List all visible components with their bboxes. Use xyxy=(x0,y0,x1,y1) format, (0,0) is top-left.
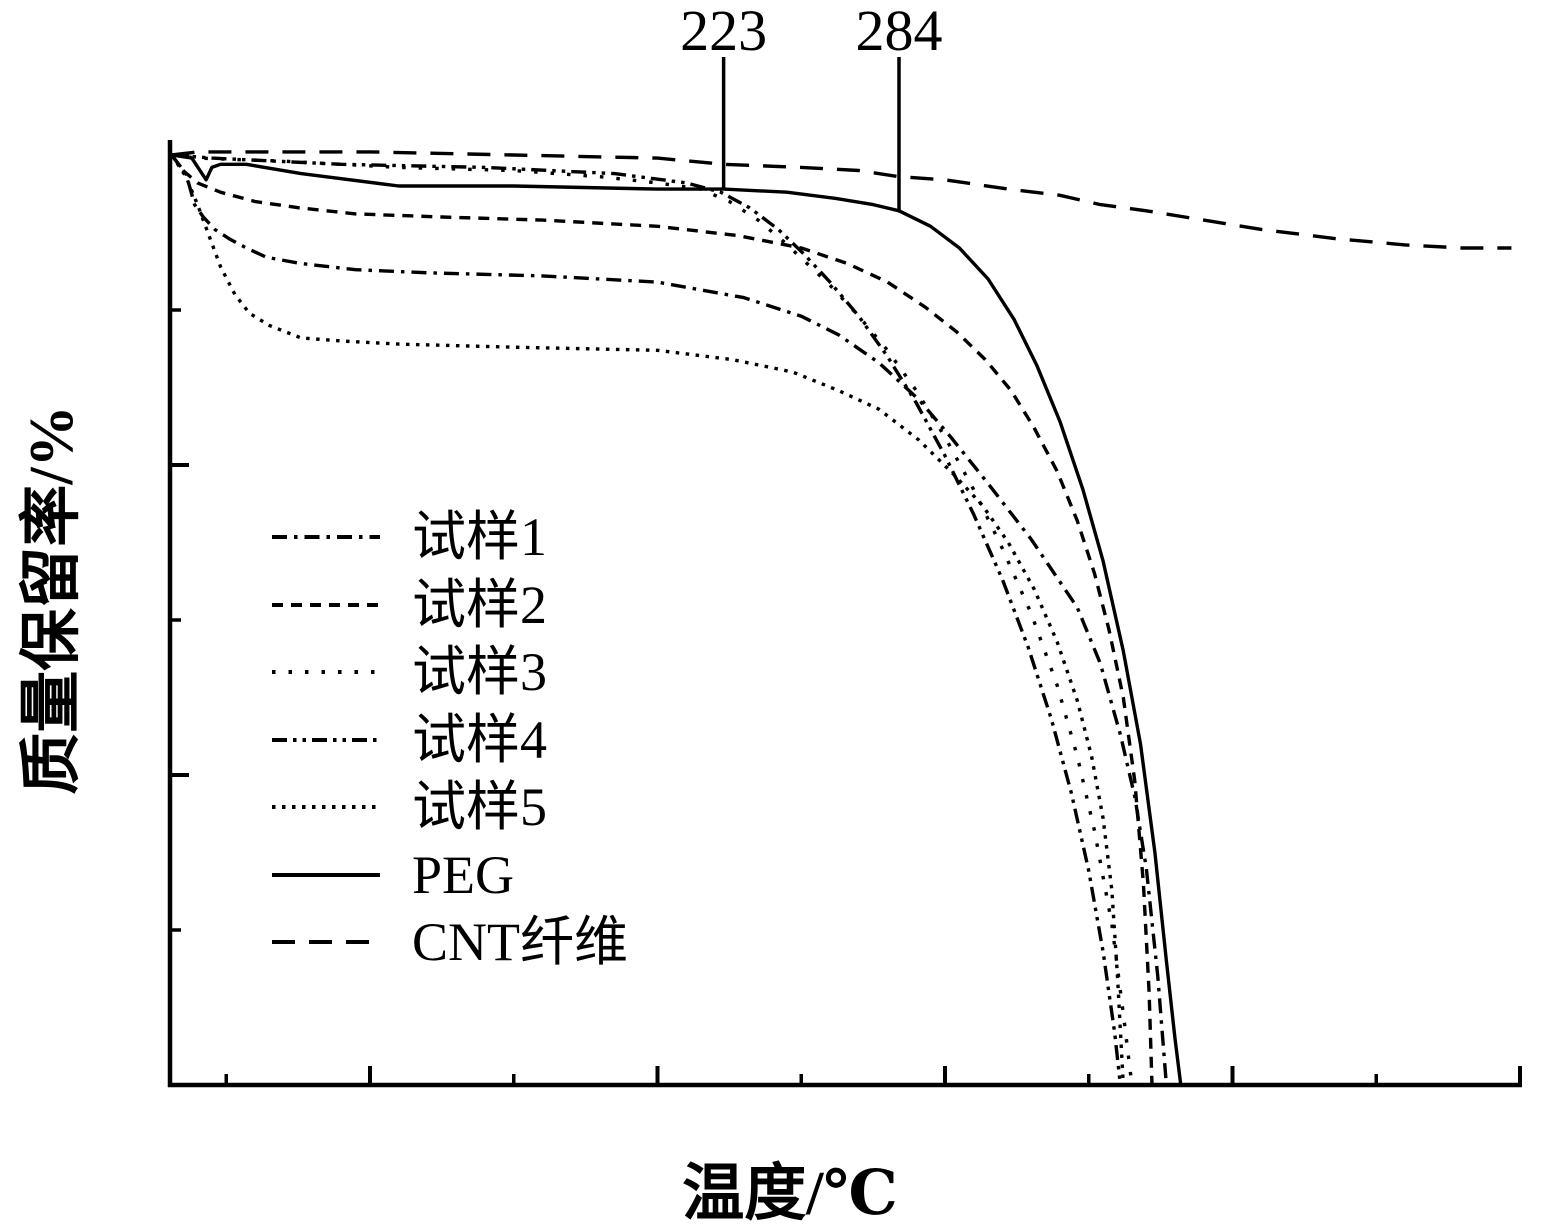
series-path-1 xyxy=(170,153,1169,1086)
legend-line-sample-dash-dot xyxy=(272,535,380,539)
legend-line-sample-solid xyxy=(272,872,380,877)
legend-line-sample-dotted-dense xyxy=(272,805,380,809)
legend-item-1: 试样1 xyxy=(272,505,547,569)
legend-item-3: 试样3 xyxy=(272,640,547,704)
x-axis-title: 温度/℃ xyxy=(682,1160,898,1227)
y-axis-title: 质量保留率/% xyxy=(18,405,86,795)
annotation-label-284: 284 xyxy=(855,0,943,63)
legend-line-sample-dashed xyxy=(272,602,380,607)
legend-label: 试样2 xyxy=(412,574,547,635)
legend-label: 试样4 xyxy=(412,709,547,770)
legend-item-6: PEG xyxy=(272,843,514,907)
legend-item-5: 试样5 xyxy=(272,775,547,839)
legend-label: 试样3 xyxy=(412,642,547,702)
legend-label: PEG xyxy=(412,844,515,905)
legend-line-sample-dash-dot-dot xyxy=(272,737,380,742)
series-path-4 xyxy=(171,153,1123,1086)
legend-line-sample-long-dash xyxy=(272,940,380,944)
annotation-label-223: 223 xyxy=(680,0,768,63)
legend-label: CNT纤维 xyxy=(412,912,628,972)
series-path-2 xyxy=(170,153,1154,1086)
legend-label: 试样5 xyxy=(412,777,547,837)
legend-item-2: 试样2 xyxy=(272,573,547,637)
legend-item-7: CNT纤维 xyxy=(272,910,628,974)
series-path-5 xyxy=(170,154,1125,1086)
legend-label: 试样1 xyxy=(412,507,547,567)
legend-line-sample-dotted-sparse xyxy=(272,670,380,674)
legend-item-4: 试样4 xyxy=(272,708,547,772)
